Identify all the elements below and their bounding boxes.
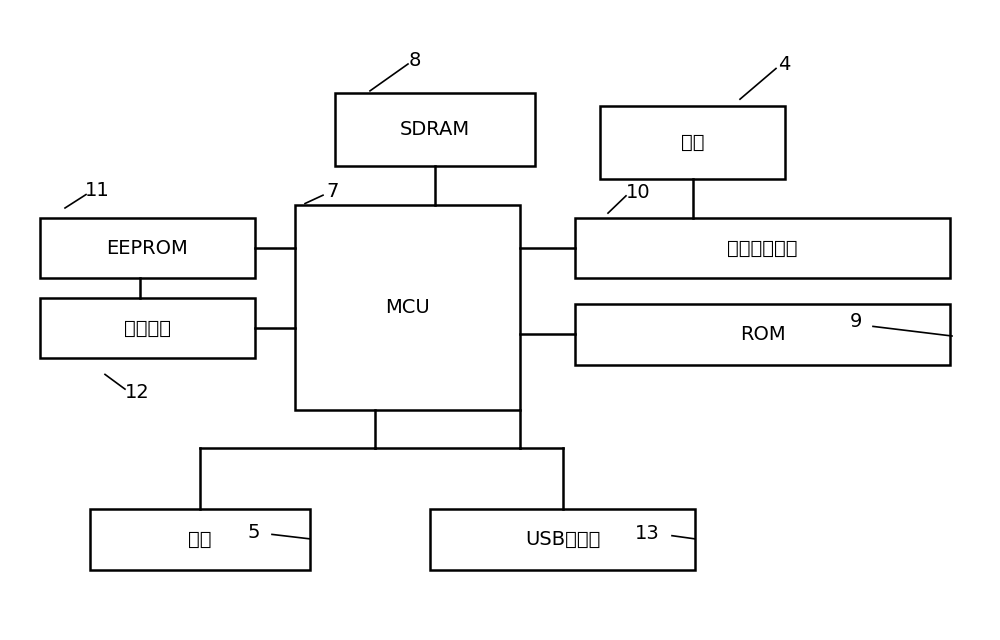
Text: 加密芯片: 加密芯片 (124, 319, 171, 337)
Text: 4: 4 (778, 55, 790, 74)
Bar (600, 106, 785, 179)
Bar (40, 218, 255, 278)
Text: 8: 8 (409, 51, 421, 70)
Text: 12: 12 (125, 383, 149, 403)
Bar (90, 509, 310, 570)
Text: EEPROM: EEPROM (107, 239, 188, 257)
Text: 硬盘: 硬盘 (188, 530, 212, 548)
Text: 无线通讯模块: 无线通讯模块 (727, 239, 798, 257)
Text: 5: 5 (248, 523, 260, 542)
Text: SDRAM: SDRAM (400, 120, 470, 139)
Bar (575, 218, 950, 278)
Text: 天线: 天线 (681, 133, 704, 152)
Bar (335, 93, 535, 166)
Text: 9: 9 (850, 312, 862, 332)
Bar (295, 205, 520, 410)
Bar (575, 304, 950, 365)
Text: 11: 11 (85, 181, 109, 200)
Text: MCU: MCU (385, 298, 430, 317)
Text: 7: 7 (327, 182, 339, 201)
Bar (430, 509, 695, 570)
Text: 13: 13 (635, 524, 660, 543)
Text: ROM: ROM (740, 325, 785, 344)
Text: USB集线器: USB集线器 (525, 530, 600, 548)
Text: 10: 10 (626, 182, 650, 202)
Bar (40, 298, 255, 358)
